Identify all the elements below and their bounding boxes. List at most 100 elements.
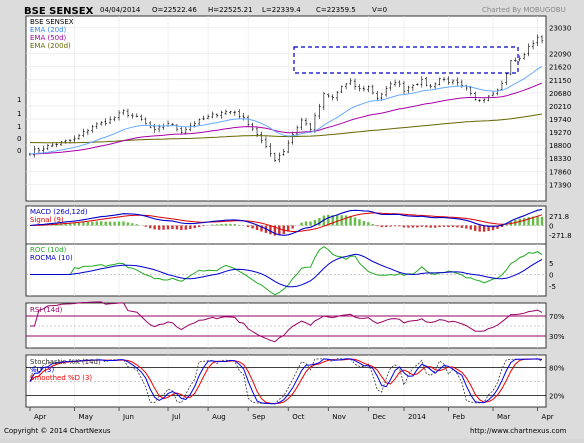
macd-histogram-bar: [394, 226, 396, 227]
price-y-tick: 20210: [549, 103, 571, 111]
macd-histogram-bar: [194, 226, 196, 229]
macd-histogram-bar: [127, 222, 129, 225]
macd-histogram-bar: [376, 226, 378, 227]
legend-stoch-d: %D (3): [30, 366, 54, 374]
macd-histogram-bar: [372, 224, 374, 225]
macd-histogram-bar: [443, 226, 445, 227]
macd-histogram-bar: [180, 226, 182, 230]
macd-histogram-bar: [145, 226, 147, 227]
macd-histogram-bar: [461, 226, 463, 228]
macd-y-tick: 271.8: [549, 213, 569, 221]
price-y-tick: 20680: [549, 90, 571, 98]
macd-histogram-bar: [225, 224, 227, 226]
website-link[interactable]: http://www.chartnexus.com: [470, 427, 567, 435]
macd-histogram-bar: [176, 226, 178, 230]
legend-signal: Signal (9): [30, 216, 64, 224]
price-y-tick: 19270: [549, 129, 571, 137]
legend-price: BSE SENSEX: [30, 18, 74, 26]
macd-histogram-bar: [363, 221, 365, 225]
x-axis-label: Nov: [332, 413, 346, 421]
macd-histogram-bar: [82, 222, 84, 225]
macd-histogram-bar: [109, 222, 111, 226]
x-axis-label: Apr: [34, 413, 46, 421]
price-y-tick: 23030: [549, 25, 571, 33]
legend-rsi: RSI (14d): [30, 306, 63, 314]
legend-stoch-smoothed: Smoothed %D (3): [30, 374, 92, 382]
macd-histogram-bar: [229, 224, 231, 226]
macd-histogram-bar: [505, 225, 507, 226]
macd-histogram-bar: [162, 226, 164, 230]
roc-y-tick: -5: [549, 283, 556, 291]
macd-histogram-bar: [73, 223, 75, 226]
macd-histogram-bar: [118, 222, 120, 226]
macd-histogram-bar: [247, 226, 249, 228]
rsi-legend: RSI (14d): [30, 306, 63, 314]
legend-ema200: EMA (200d): [30, 42, 71, 50]
x-axis-label: May: [79, 413, 93, 421]
price-y-tick: 22090: [549, 51, 571, 59]
macd-histogram-bar: [309, 221, 311, 225]
legend-roc: ROC (10d): [30, 246, 67, 254]
x-axis-label: Apr: [542, 413, 554, 421]
rsi-y-tick: 70%: [549, 313, 565, 321]
legend-ema50: EMA (50d): [30, 34, 67, 42]
price-y-tick: 17390: [549, 181, 571, 189]
price-y-tick: 21620: [549, 64, 571, 72]
macd-histogram-bar: [470, 226, 472, 230]
macd-histogram-bar: [305, 221, 307, 225]
macd-histogram-bar: [478, 226, 480, 232]
macd-histogram-bar: [234, 224, 236, 225]
macd-histogram-bar: [541, 217, 543, 226]
macd-histogram-bar: [87, 222, 89, 225]
y-axis-labels: 2303022090216202115020680202101974019270…: [549, 25, 572, 401]
quote-open: O=22522.46: [152, 6, 197, 14]
macd-histogram-bar: [96, 221, 98, 225]
macd-histogram-bar: [185, 226, 187, 230]
legend-rocma: ROCMA (10): [30, 254, 73, 262]
macd-histogram-bar: [398, 226, 400, 227]
legend-stoch-k: Stochastic %K (14d): [30, 358, 101, 366]
macd-histogram-bar: [452, 226, 454, 228]
x-axis-label: Aug: [212, 413, 226, 421]
macd-histogram-bar: [429, 226, 431, 228]
quote-date: 04/04/2014: [100, 6, 141, 14]
macd-histogram-bar: [447, 226, 449, 228]
roc-y-tick: 5: [549, 260, 553, 268]
price-y-tick: 18800: [549, 142, 571, 150]
x-axis-label: Feb: [453, 413, 466, 421]
macd-histogram-bar: [318, 218, 320, 226]
macd-histogram-bar: [122, 221, 124, 225]
macd-histogram-bar: [167, 226, 169, 230]
macd-histogram-bar: [389, 226, 391, 227]
stochastic-y-tick: 20%: [549, 393, 565, 401]
quote-low: L=22339.4: [262, 6, 301, 14]
macd-histogram-bar: [345, 215, 347, 225]
macd-histogram-bar: [300, 223, 302, 226]
macd-histogram-bar: [149, 226, 151, 229]
rsi-y-tick: 30%: [549, 333, 565, 341]
macd-histogram-bar: [278, 226, 280, 236]
left-axis-label: 0: [17, 135, 21, 143]
macd-histogram-bar: [354, 217, 356, 225]
macd-histogram-bar: [367, 222, 369, 225]
chart-header: BSE SENSEX 04/04/2014 O=22522.46 H=22525…: [24, 6, 566, 17]
macd-histogram-bar: [407, 226, 409, 228]
macd-histogram-bar: [220, 224, 222, 225]
macd-y-tick: -271.8: [549, 232, 572, 240]
macd-histogram-bar: [536, 216, 538, 225]
macd-histogram-bar: [104, 222, 106, 226]
x-axis-label: Mar: [497, 413, 510, 421]
left-axis-label: 1: [17, 110, 21, 118]
macd-histogram-bar: [113, 222, 115, 226]
x-axis-label: Dec: [372, 413, 386, 421]
macd-histogram-bar: [100, 221, 102, 225]
macd-histogram-bar: [216, 224, 218, 225]
macd-histogram-bar: [416, 226, 418, 228]
macd-histogram-bar: [256, 226, 258, 231]
macd-histogram-bar: [189, 226, 191, 229]
macd-histogram-bar: [336, 215, 338, 225]
macd-histogram-bar: [483, 226, 485, 232]
